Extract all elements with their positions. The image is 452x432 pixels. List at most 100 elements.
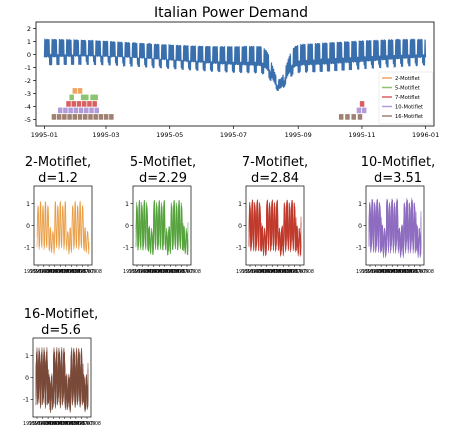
y-tick-label: 1 <box>26 201 30 208</box>
motiflet-series-line <box>368 199 422 259</box>
x-tick-label: 1995-07-08 <box>145 269 173 275</box>
motiflet-occurrence <box>72 88 78 94</box>
motiflet-occurrence <box>87 101 92 107</box>
x-tick-label: 1995-07-08 <box>46 269 74 275</box>
x-tick-label: 1995-07-08 <box>264 269 292 275</box>
motiflet-occurrence <box>69 94 74 101</box>
motiflet-series-line <box>368 200 422 258</box>
y-tick-label: 1 <box>125 201 129 208</box>
motiflet-occurrence <box>357 114 363 120</box>
y-tick-label: -5 <box>25 116 31 124</box>
x-tick-label: 1995-03 <box>92 131 119 139</box>
x-tick-label: 1995-09 <box>285 131 312 139</box>
motiflet-series-line <box>248 199 302 257</box>
y-tick-label: 0 <box>26 223 30 230</box>
x-tick-label: 1995-07-08 <box>286 269 314 275</box>
legend-label: 16-Motiflet <box>395 114 423 120</box>
x-tick-label: 1995-07-08 <box>242 269 270 275</box>
x-tick-label: 1995-07-08 <box>167 269 195 275</box>
x-tick-label: 1995-07-08 <box>236 269 264 275</box>
x-tick-label: 1995-07-08 <box>56 421 84 427</box>
x-tick-label: 1995-07-08 <box>362 269 390 275</box>
y-tick-label: -1 <box>24 245 30 252</box>
y-tick-label: 2 <box>27 25 31 33</box>
motiflet-occurrence <box>71 101 77 107</box>
motiflet-occurrence <box>77 114 83 120</box>
x-tick-label: 1995-05 <box>156 131 183 139</box>
x-tick-label: 1995-07-08 <box>247 269 275 275</box>
motiflet-occurrence <box>90 94 95 101</box>
motiflet-occurrence <box>93 94 98 101</box>
y-tick-label: 0 <box>27 51 31 59</box>
motiflet-occurrence <box>84 107 89 114</box>
x-tick-label: 1995-07 <box>220 131 247 139</box>
motiflet-chart: 10-Motiflet,d=3.5110-11995-07-081995-07-… <box>356 155 435 275</box>
motiflet-occurrence <box>98 114 104 120</box>
legend-label: 10-Motiflet <box>395 105 423 111</box>
x-tick-label: 1995-07-08 <box>35 269 63 275</box>
motiflet-occurrence <box>351 114 356 120</box>
motiflet-occurrence <box>83 114 88 120</box>
motiflet-occurrence <box>73 107 79 114</box>
x-tick-label: 1995-07-08 <box>162 269 190 275</box>
x-tick-label: 1995-07-08 <box>29 421 57 427</box>
motiflet-occurrence <box>62 114 67 120</box>
x-tick-label: 1995-07-08 <box>51 421 79 427</box>
motiflet-chart-title: d=3.51 <box>374 171 422 186</box>
y-tick-label: -2 <box>25 77 31 85</box>
y-tick-label: -1 <box>123 245 129 252</box>
x-tick-label: 1995-07-08 <box>269 269 297 275</box>
x-tick-label: 1995-07-08 <box>57 269 85 275</box>
motiflet-occurrence <box>81 101 87 107</box>
x-tick-label: 1995-07-08 <box>24 269 52 275</box>
y-tick-label: 0 <box>238 223 242 230</box>
x-tick-label: 1995-07-08 <box>68 269 96 275</box>
x-tick-label: 1995-07-08 <box>73 421 101 427</box>
motiflet-occurrence <box>68 107 73 114</box>
main-chart-title: Italian Power Demand <box>154 5 308 21</box>
motiflet-occurrence <box>345 114 350 120</box>
x-tick-label: 1995-07-08 <box>280 269 308 275</box>
x-tick-label: 1995-07-08 <box>173 269 201 275</box>
motiflet-occurrence <box>338 114 344 120</box>
motiflet-occurrence <box>76 101 82 107</box>
power-demand-line <box>43 38 427 91</box>
motiflet-chart-title: 7-Motiflet, <box>242 155 308 170</box>
legend-label: 5-Motiflet <box>395 86 420 92</box>
motiflet-occurrence <box>84 94 89 101</box>
x-tick-label: 1995-07-08 <box>378 269 406 275</box>
motiflet-series-line <box>35 351 89 414</box>
y-tick-label: 0 <box>358 223 362 230</box>
motiflet-occurrence <box>361 107 367 114</box>
legend-label: 7-Motiflet <box>395 95 420 101</box>
motiflet-occurrence <box>92 101 97 107</box>
motiflet-series-line <box>36 201 90 255</box>
motiflet-chart-title: 5-Motiflet, <box>130 155 196 170</box>
x-tick-label: 1995-07-08 <box>389 269 417 275</box>
motiflet-occurrence <box>77 88 83 94</box>
motiflet-chart-title: d=5.6 <box>41 323 81 338</box>
x-tick-label: 1995-07-08 <box>62 421 90 427</box>
motiflet-chart: 5-Motiflet,d=2.2910-11995-07-081995-07-0… <box>123 155 201 275</box>
y-tick-label: 1 <box>25 353 29 360</box>
x-tick-label: 1995-07-08 <box>367 269 395 275</box>
x-tick-label: 1995-07-08 <box>356 269 384 275</box>
main-plot-frame <box>35 21 435 127</box>
x-tick-label: 1995-07-08 <box>400 269 428 275</box>
x-tick-label: 1995-07-08 <box>45 421 73 427</box>
x-tick-label: 1995-07-08 <box>63 269 91 275</box>
x-tick-label: 1995-07-08 <box>74 269 102 275</box>
x-tick-label: 1995-01 <box>31 131 58 139</box>
motiflet-occurrence <box>72 114 78 120</box>
motiflet-chart-title: 10-Motiflet, <box>361 155 436 170</box>
motiflet-chart: 16-Motiflet,d=5.610-11995-07-081995-07-0… <box>23 307 101 427</box>
motiflet-occurrence <box>56 114 62 120</box>
y-tick-label: -1 <box>23 397 29 404</box>
motiflet-occurrence <box>80 94 86 101</box>
x-tick-label: 1995-07-08 <box>23 421 51 427</box>
motiflet-chart: 2-Motiflet,d=1.210-11995-07-081995-07-08… <box>24 155 102 275</box>
x-tick-label: 1995-07-08 <box>275 269 303 275</box>
